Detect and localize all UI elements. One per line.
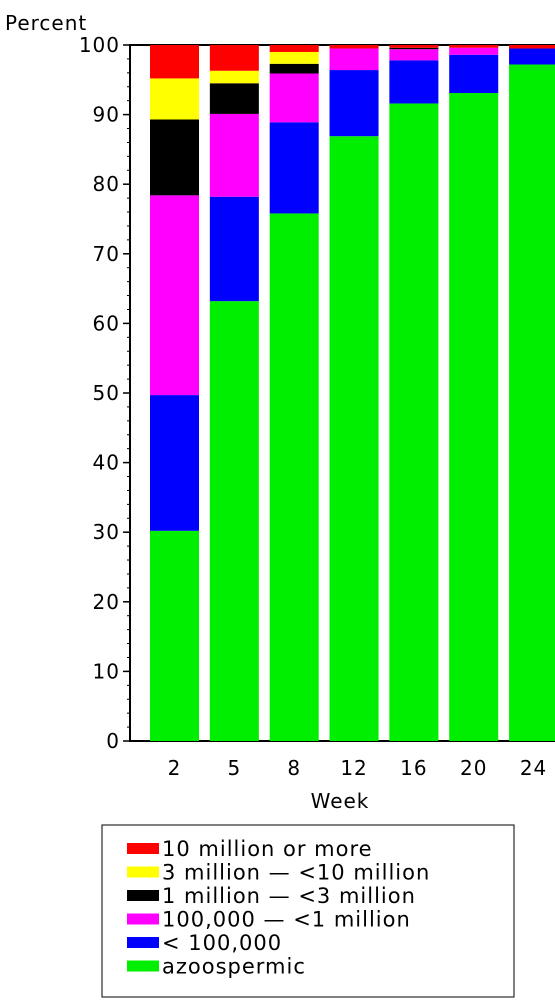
x-tick-label: 2	[168, 756, 182, 780]
x-tick-label: 16	[400, 756, 427, 780]
y-tick-label: 100	[79, 33, 120, 57]
legend-swatch	[127, 866, 159, 878]
bar-segment-week-8-3-million-10-million	[269, 51, 319, 64]
bar-segment-week-16-10-million-or-more	[389, 45, 439, 48]
bar-segment-week-8-100-000-1-million	[269, 73, 319, 123]
y-tick-label: 10	[93, 659, 120, 683]
bar-segment-week-5--100-000	[209, 196, 259, 302]
bar-segment-week-8--100-000	[269, 122, 319, 214]
legend-swatch	[127, 890, 159, 901]
y-axis-title: Percent	[5, 11, 87, 35]
legend-swatch	[127, 913, 159, 925]
bar-segment-week-20-azoospermic	[449, 93, 499, 741]
bar-segment-week-24-10-million-or-more	[509, 45, 555, 49]
bar-segment-week-5-1-million-3-million	[209, 83, 259, 114]
y-axis: 0 10 20 30 40 50 60 70 80 90 100	[79, 33, 130, 753]
y-tick-label: 30	[93, 520, 120, 544]
legend-label: azoospermic	[162, 955, 306, 979]
bar-segment-week-2-100-000-1-million	[150, 195, 200, 396]
y-tick-label: 80	[93, 172, 120, 196]
bar-segment-week-12-100-000-1-million	[329, 48, 379, 71]
y-tick-label: 20	[93, 590, 120, 614]
y-tick-label: 40	[93, 451, 120, 475]
bar-segment-week-8-1-million-3-million	[269, 63, 319, 74]
y-tick-label: 60	[93, 311, 120, 335]
y-tick-label: 90	[93, 103, 120, 127]
y-tick-label: 70	[93, 242, 120, 266]
bar-segment-week-8-azoospermic	[269, 213, 319, 741]
y-tick-label: 50	[93, 381, 120, 405]
bar-segment-week-16-azoospermic	[389, 103, 439, 741]
bar-segment-week-16-1-million-3-million	[389, 47, 439, 50]
x-axis-title: Week	[311, 789, 370, 813]
legend-label: 100,000 — <1 million	[162, 908, 411, 932]
y-tick-label: 0	[106, 729, 120, 753]
bar-segment-week-16-100-000-1-million	[389, 49, 439, 61]
x-tick-label: 20	[460, 756, 487, 780]
bar-segment-week-2-azoospermic	[150, 530, 200, 741]
bar-segment-week-24-azoospermic	[509, 64, 555, 742]
legend-label: < 100,000	[162, 931, 282, 955]
plot-area	[129, 44, 555, 742]
legend-swatch	[127, 960, 159, 972]
x-tick-label: 5	[227, 756, 241, 780]
x-axis: 2 5 8 12 16 20 24	[168, 756, 547, 780]
bar-segment-week-12-azoospermic	[329, 136, 379, 741]
bar-segment-week-24--100-000	[509, 48, 555, 65]
legend-swatch	[127, 937, 159, 948]
x-tick-label: 8	[287, 756, 301, 780]
bar-segment-week-5-100-000-1-million	[209, 113, 259, 197]
legend-swatch	[127, 843, 159, 854]
bar-segment-week-20-100-000-1-million	[449, 47, 499, 55]
legend-label: 1 million — <3 million	[162, 884, 416, 908]
legend-box	[101, 824, 515, 998]
bar-segment-week-2--100-000	[150, 395, 200, 531]
bar-segment-week-5-azoospermic	[209, 301, 259, 741]
bar-segment-week-20--100-000	[449, 54, 499, 94]
bar-segment-week-5-10-million-or-more	[209, 45, 259, 71]
bar-segment-week-20-10-million-or-more	[449, 45, 499, 48]
bar-segment-week-8-10-million-or-more	[269, 45, 319, 52]
bar-segment-week-2-10-million-or-more	[150, 45, 200, 79]
bar-segment-week-16--100-000	[389, 60, 439, 104]
bar-segment-week-12--100-000	[329, 70, 379, 137]
x-tick-label: 12	[340, 756, 367, 780]
legend-label: 3 million — <10 million	[162, 861, 430, 885]
bar-segment-week-5-3-million-10-million	[209, 70, 259, 84]
legend-label: 10 million or more	[162, 837, 373, 861]
bar-segment-week-12-10-million-or-more	[329, 45, 379, 49]
bar-segment-week-2-3-million-10-million	[150, 78, 200, 120]
bar-segment-week-2-1-million-3-million	[150, 119, 200, 196]
x-tick-label: 24	[520, 756, 547, 780]
